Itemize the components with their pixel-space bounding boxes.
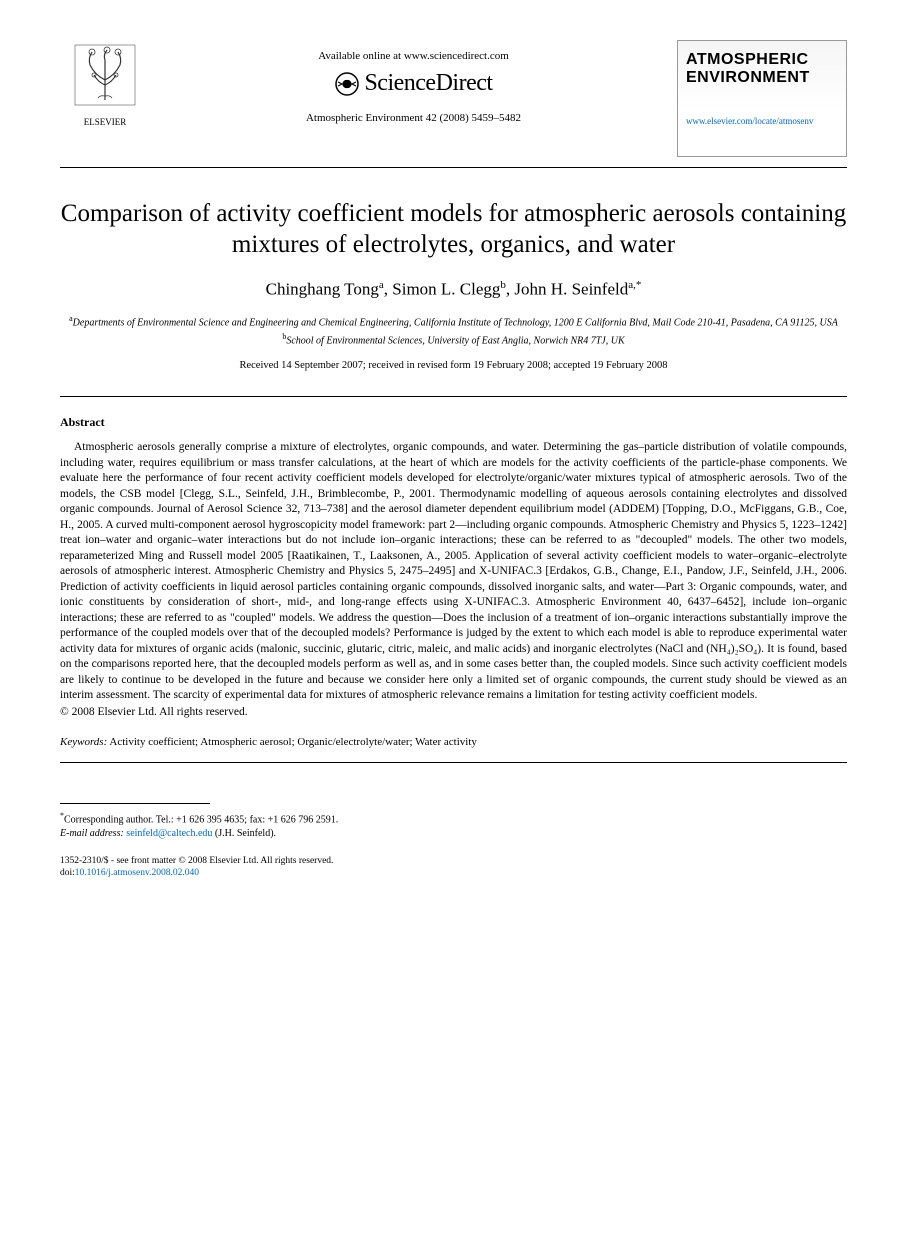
authors-list: Chinghang Tonga, Simon L. Cleggb, John H… [60,279,847,300]
journal-cover-box: ATMOSPHERIC ENVIRONMENT www.elsevier.com… [677,40,847,157]
abstract-body: Atmospheric aerosols generally comprise … [60,440,847,704]
email-label: E-mail address: [60,828,124,839]
platform-name: ScienceDirect [150,70,677,97]
journal-name-line1: ATMOSPHERIC [686,51,838,69]
affiliations: aDepartments of Environmental Science an… [60,313,847,348]
corresponding-author: *Corresponding author. Tel.: +1 626 395 … [60,810,847,841]
keywords-bottom-divider [60,762,847,763]
doi-link[interactable]: 10.1016/j.atmosenv.2008.02.040 [75,868,199,878]
keywords-label: Keywords: [60,736,107,748]
journal-reference: Atmospheric Environment 42 (2008) 5459–5… [150,112,677,124]
affiliation-b: School of Environmental Sciences, Univer… [286,335,624,346]
sciencedirect-icon [334,71,360,97]
abstract-top-divider [60,396,847,397]
journal-name-line2: ENVIRONMENT [686,69,838,87]
keywords-text: Activity coefficient; Atmospheric aeroso… [107,736,477,748]
publisher-logo: ELSEVIER [60,40,150,127]
abstract-heading: Abstract [60,415,847,430]
email-link[interactable]: seinfeld@caltech.edu [126,828,212,839]
publisher-name: ELSEVIER [60,117,150,127]
affiliation-a: Departments of Environmental Science and… [73,318,838,329]
doi-line: doi:10.1016/j.atmosenv.2008.02.040 [60,867,847,879]
front-matter-line: 1352-2310/$ - see front matter © 2008 El… [60,855,847,867]
footer-info: 1352-2310/$ - see front matter © 2008 El… [60,855,847,880]
center-header: Available online at www.sciencedirect.co… [150,40,677,124]
corresponding-note: Corresponding author. Tel.: +1 626 395 4… [64,814,338,825]
available-online-text: Available online at www.sciencedirect.co… [150,50,677,62]
email-suffix: (J.H. Seinfeld). [215,828,276,839]
journal-url-link[interactable]: www.elsevier.com/locate/atmosenv [686,116,838,126]
article-dates: Received 14 September 2007; received in … [60,360,847,371]
elsevier-tree-icon [70,40,140,110]
article-title: Comparison of activity coefficient model… [60,198,847,261]
footnote-divider [60,803,210,804]
keywords-section: Keywords: Activity coefficient; Atmosphe… [60,736,847,748]
header-divider [60,167,847,168]
copyright-line: © 2008 Elsevier Ltd. All rights reserved… [60,706,847,718]
page-header: ELSEVIER Available online at www.science… [60,40,847,157]
